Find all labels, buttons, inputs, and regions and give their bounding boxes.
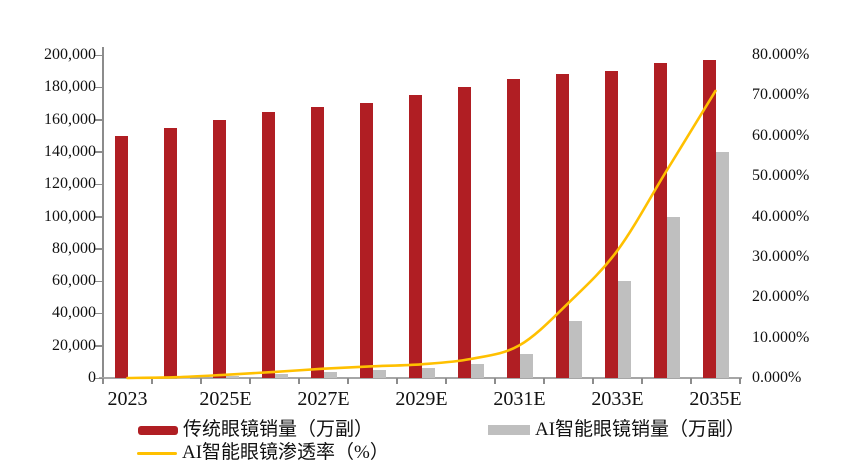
x-tick — [494, 378, 496, 384]
bar-traditional — [555, 74, 569, 378]
y-axis-tick-label: 180,000 — [44, 78, 96, 96]
bar-traditional — [114, 135, 128, 378]
x-tick — [200, 378, 202, 384]
bar-traditional — [310, 106, 324, 378]
bar-ai — [421, 368, 435, 378]
bar-ai — [470, 364, 484, 378]
y-tick — [95, 86, 103, 89]
y-tick — [95, 312, 103, 315]
y-tick — [95, 345, 103, 347]
bar-ai — [176, 377, 190, 378]
x-axis-tick-label: 2027E — [297, 388, 350, 410]
y-axis-right-tick-label: 30.000% — [752, 247, 810, 265]
x-tick — [102, 378, 104, 384]
y-axis-tick-label: 60,000 — [52, 272, 96, 290]
x-axis-tick-label: 2029E — [395, 388, 448, 410]
legend-item-ai-sales: AI智能眼镜销量（万副） — [488, 418, 745, 442]
y-tick — [95, 151, 103, 153]
bar-traditional — [506, 79, 520, 378]
legend-swatch-ai-bar — [488, 425, 530, 435]
y-axis-tick-label: 160,000 — [44, 110, 96, 128]
bar-ai — [372, 369, 386, 378]
bar-traditional — [457, 87, 471, 378]
bar-traditional — [359, 103, 373, 378]
x-tick — [151, 378, 153, 384]
bar-traditional — [604, 71, 618, 378]
x-axis-tick-label: 2025E — [199, 388, 252, 410]
bar-traditional — [261, 111, 275, 378]
y-tick — [95, 377, 103, 379]
legend-item-penetration: AI智能眼镜渗透率（%） — [137, 441, 389, 465]
y-axis-right-tick-label: 20.000% — [752, 288, 810, 306]
x-tick — [347, 378, 349, 384]
y-axis-right-tick-label: 40.000% — [752, 207, 810, 225]
bar-traditional — [212, 119, 226, 378]
bar-ai — [715, 151, 729, 378]
bar-ai — [225, 376, 239, 378]
y-axis-right-tick-label: 0.000% — [752, 369, 802, 386]
x-axis-tick-label: 2031E — [493, 388, 546, 410]
legend-item-traditional-sales: 传统眼镜销量（万副） — [138, 418, 373, 442]
legend-label-penetration: AI智能眼镜渗透率（%） — [182, 442, 389, 463]
y-tick — [95, 119, 103, 121]
legend-swatch-penetration-line — [137, 451, 177, 455]
y-axis-tick-label: 200,000 — [44, 46, 96, 63]
x-tick — [298, 378, 300, 384]
x-axis-tick-label: 2023 — [107, 388, 148, 410]
x-tick — [592, 378, 594, 384]
legend-swatch-traditional-bar — [138, 425, 178, 435]
y-axis-line — [102, 47, 104, 379]
y-axis-tick-label: 80,000 — [52, 239, 96, 257]
y-axis-right-tick-label: 50.000% — [752, 167, 810, 185]
bar-ai — [617, 281, 631, 378]
x-tick — [641, 378, 643, 384]
legend-label-traditional-sales: 传统眼镜销量（万副） — [183, 419, 374, 440]
bar-ai — [666, 216, 680, 378]
bar-ai — [274, 373, 288, 378]
y-axis-tick-label: 100,000 — [44, 207, 96, 225]
bar-traditional — [653, 63, 667, 378]
y-axis-right-tick-label: 70.000% — [752, 86, 810, 104]
x-tick — [249, 378, 251, 384]
y-axis-right-tick-label: 10.000% — [752, 328, 810, 346]
y-tick — [95, 54, 103, 56]
y-axis-tick-label: 120,000 — [44, 175, 96, 193]
x-tick — [396, 378, 398, 384]
bar-ai — [127, 377, 141, 378]
bar-ai — [568, 321, 582, 378]
y-axis-tick-label: 40,000 — [52, 304, 96, 322]
y-tick — [95, 216, 103, 218]
y-axis-tick-label: 20,000 — [52, 336, 96, 354]
x-tick — [445, 378, 447, 384]
y-axis-right-tick-label: 80.000% — [752, 46, 810, 63]
x-tick — [543, 378, 545, 384]
legend-label-ai-sales: AI智能眼镜销量（万副） — [535, 419, 746, 440]
x-axis-tick-label: 2033E — [591, 388, 644, 410]
x-tick — [739, 378, 741, 384]
y-axis-tick-label: 0 — [88, 369, 96, 386]
x-tick — [690, 378, 692, 384]
bar-traditional — [408, 95, 422, 378]
bar-ai — [323, 371, 337, 378]
y-tick — [95, 280, 103, 283]
y-tick — [95, 183, 103, 186]
bar-ai — [519, 353, 533, 378]
bar-traditional — [163, 127, 177, 378]
y-tick — [95, 248, 103, 250]
bar-traditional — [702, 59, 716, 378]
x-axis-tick-label: 2035E — [689, 388, 742, 410]
y-axis-right-tick-label: 60.000% — [752, 126, 810, 144]
y-axis-tick-label: 140,000 — [44, 142, 96, 160]
